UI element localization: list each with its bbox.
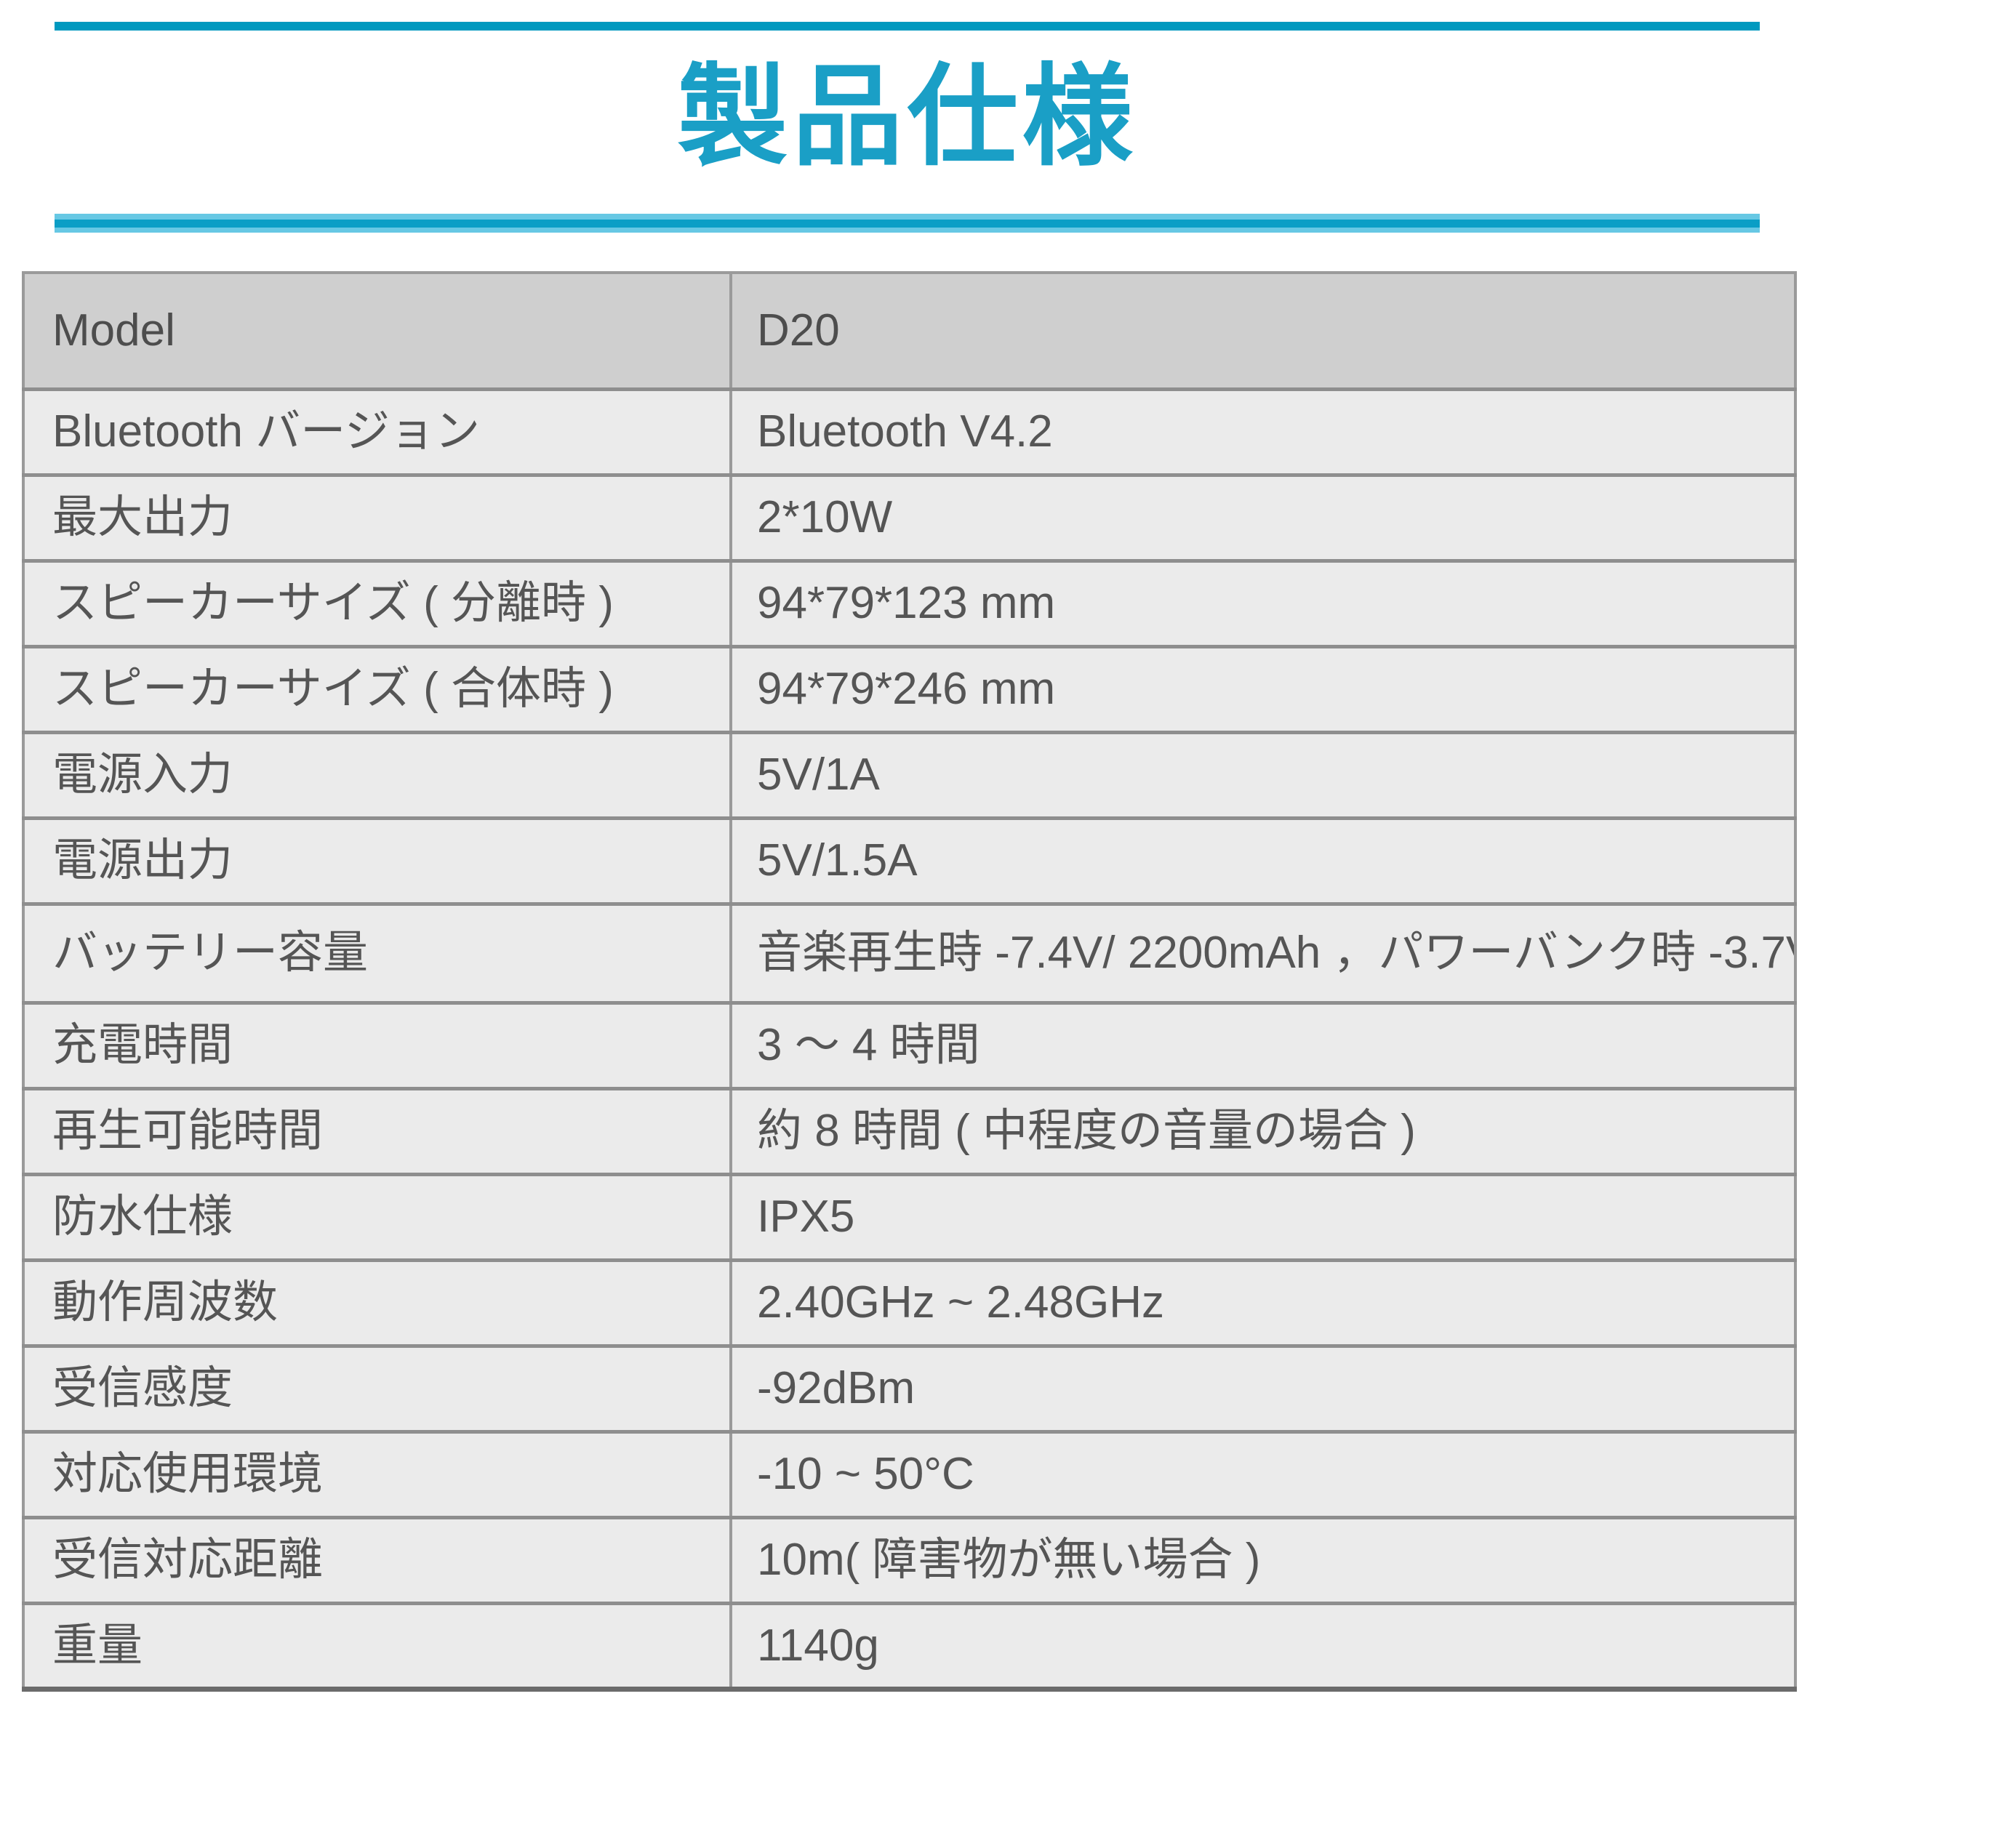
divider-core: [55, 220, 1760, 228]
spec-value-cell: 94*79*246 mm: [731, 646, 1795, 734]
spec-value-cell: -10 ~ 50°C: [731, 1431, 1795, 1519]
specification-table: Model D20 Bluetooth バージョン Bluetooth V4.2 最…: [22, 271, 1797, 1692]
spec-label-cell: 重量: [23, 1603, 732, 1689]
spec-label-cell: 最大出力: [23, 475, 732, 563]
spec-label-cell: 充電時間: [23, 1003, 732, 1090]
table-row: Bluetooth バージョン Bluetooth V4.2: [23, 389, 1795, 477]
spec-value-cell: 10m( 障害物が無い場合 ): [731, 1517, 1795, 1605]
table-row: スピーカーサイズ ( 合体時 ) 94*79*246 mm: [23, 646, 1795, 734]
table-row: バッテリー容量 音楽再生時 -7.4V/ 2200mAh ，パワーバンク時 -3.…: [23, 904, 1795, 1005]
spec-value-cell: -92dBm: [731, 1346, 1795, 1434]
spec-label-cell: 防水仕様: [23, 1174, 732, 1262]
spec-value-cell: Bluetooth V4.2: [731, 389, 1795, 477]
spec-label-cell: 電源出力: [23, 818, 732, 906]
spec-value-cell: 1140g: [731, 1603, 1795, 1689]
header-label-cell: Model: [23, 273, 732, 391]
spec-label-cell: 再生可能時間: [23, 1088, 732, 1176]
table-row: 再生可能時間約 8 時間 ( 中程度の音量の場合 ): [23, 1088, 1795, 1176]
table-row: 受信対応距離 10m( 障害物が無い場合 ): [23, 1517, 1795, 1605]
table-row: スピーカーサイズ ( 分離時 ) 94*79*123 mm: [23, 561, 1795, 648]
spec-value-cell: 音楽再生時 -7.4V/ 2200mAh ，パワーバンク時 -3.7V/ 440…: [731, 904, 1795, 1005]
table-row: 防水仕様 IPX5: [23, 1174, 1795, 1262]
top-divider-rule: [55, 22, 1760, 31]
page-title: 製品仕様: [677, 51, 1137, 181]
header-value-cell: D20: [731, 273, 1795, 391]
spec-label-cell: 動作周波数: [23, 1260, 732, 1348]
table-row: 最大出力 2*10W: [23, 475, 1795, 563]
spec-value-cell: 5V/1.5A: [731, 818, 1795, 906]
table-row: 電源入力 5V/1A: [23, 732, 1795, 820]
spec-value-cell: 約 8 時間 ( 中程度の音量の場合 ): [731, 1088, 1795, 1176]
specification-table-container: Model D20 Bluetooth バージョン Bluetooth V4.2 最…: [22, 271, 1797, 1692]
bottom-divider-rule: [55, 214, 1760, 233]
spec-label-cell: スピーカーサイズ ( 合体時 ): [23, 646, 732, 734]
spec-label-cell: 電源入力: [23, 732, 732, 820]
spec-label-cell: バッテリー容量: [23, 904, 732, 1005]
table-header-row: Model D20: [23, 273, 1795, 391]
spec-value-cell: IPX5: [731, 1174, 1795, 1262]
table-row: 受信感度 -92dBm: [23, 1346, 1795, 1434]
spec-value-cell: 94*79*123 mm: [731, 561, 1795, 648]
spec-value-cell: 2.40GHz ~ 2.48GHz: [731, 1260, 1795, 1348]
spec-value-cell: 3 ～ 4 時間: [731, 1003, 1795, 1090]
table-row: 動作周波数 2.40GHz ~ 2.48GHz: [23, 1260, 1795, 1348]
table-row: 対応使用環境 -10 ~ 50°C: [23, 1431, 1795, 1519]
spec-value-cell: 2*10W: [731, 475, 1795, 563]
spec-label-cell: 対応使用環境: [23, 1431, 732, 1519]
spec-label-cell: スピーカーサイズ ( 分離時 ): [23, 561, 732, 648]
spec-value-cell: 5V/1A: [731, 732, 1795, 820]
spec-label-cell: 受信感度: [23, 1346, 732, 1434]
table-row: 重量 1140g: [23, 1603, 1795, 1689]
table-row: 電源出力 5V/1.5A: [23, 818, 1795, 906]
spec-label-cell: Bluetooth バージョン: [23, 389, 732, 477]
table-row: 充電時間 3 ～ 4 時間: [23, 1003, 1795, 1090]
spec-label-cell: 受信対応距離: [23, 1517, 732, 1605]
